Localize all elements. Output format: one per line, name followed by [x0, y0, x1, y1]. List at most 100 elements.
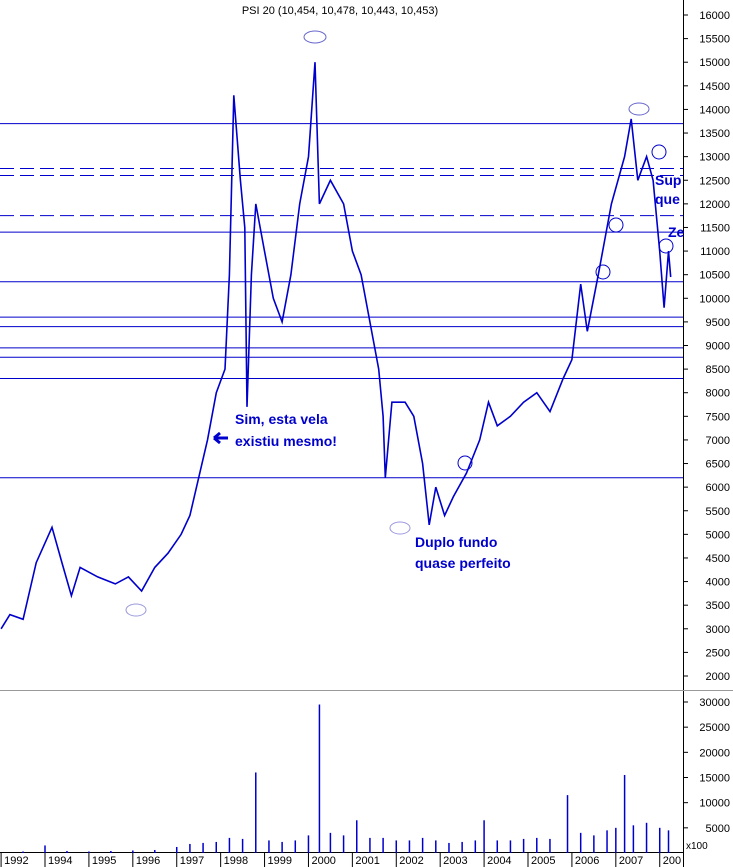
y-tick-label: 4500: [706, 553, 730, 565]
annotation: quase perfeito: [415, 555, 511, 571]
volume-bar: [281, 841, 283, 853]
y-tick-label: 3500: [706, 600, 730, 612]
x-tick-label: 200: [663, 855, 681, 867]
y-tick-label: 15500: [699, 34, 730, 46]
y-tick-label: 5000: [706, 529, 730, 541]
x-tick-label: 1992: [4, 855, 28, 867]
annotation: Sim, esta vela: [235, 411, 328, 427]
x-tick-label: 1999: [268, 855, 292, 867]
volume-bar: [509, 840, 512, 853]
y-tick-label: 16000: [699, 10, 730, 22]
volume-bar: [536, 837, 538, 853]
y-tick-label: 11500: [700, 222, 730, 234]
volume-bar: [255, 772, 257, 853]
volume-bar: [522, 838, 525, 853]
y-tick-label: 10000: [699, 798, 730, 810]
volume-bar: [593, 835, 595, 853]
y-tick-label: 2500: [706, 647, 730, 659]
x-tick-label: 2007: [619, 855, 643, 867]
annotation: Sup: [655, 172, 681, 188]
volume-bar: [342, 835, 345, 853]
volume-bar: [202, 842, 204, 853]
y-tick-label: 20000: [699, 747, 730, 759]
x-tick-label: 2002: [399, 855, 423, 867]
y-tick-label: 12500: [699, 175, 730, 187]
volume-bar: [318, 704, 321, 853]
y-tick-label: 8500: [706, 364, 730, 376]
y-tick-label: 10000: [699, 293, 730, 305]
volume-bar: [566, 795, 569, 853]
volume-bar: [474, 840, 477, 853]
x-tick-label: 1998: [224, 855, 248, 867]
price-line: [0, 62, 672, 630]
y-tick-label: 6000: [706, 482, 730, 494]
volume-bar: [408, 840, 411, 853]
volume-bar: [44, 845, 46, 853]
x-tick-label: 2001: [355, 855, 379, 867]
volume-bar: [615, 827, 617, 853]
x-tick-label: 2003: [443, 855, 467, 867]
y-tick-label: 30000: [699, 697, 730, 709]
y-tick-label: 25000: [699, 722, 730, 734]
chart-title: PSI 20 (10,454, 10,478, 10,443, 10,453): [242, 5, 438, 17]
volume-bar: [632, 825, 635, 853]
volume-bar: [329, 832, 332, 853]
volume-bar: [549, 838, 551, 853]
volume-bar: [435, 840, 437, 853]
y-tick-label: 15000: [699, 773, 730, 785]
y-tick-label: 9000: [706, 341, 730, 353]
y-tick-label: 11000: [700, 246, 730, 258]
y-tick-label: 5000: [706, 823, 730, 835]
x-tick-label: 2000: [311, 855, 335, 867]
annotation: que: [655, 191, 680, 207]
x-tick-label: 2006: [575, 855, 599, 867]
volume-bar: [268, 840, 270, 853]
y-tick-label: 8000: [706, 388, 730, 400]
y-tick-label: 9500: [706, 317, 730, 329]
volume-bar: [294, 840, 297, 853]
x-tick-label: 2004: [487, 855, 511, 867]
volume-bar: [110, 850, 112, 853]
volume-bar: [579, 832, 582, 853]
volume-bar: [307, 835, 310, 853]
volume-bar: [382, 837, 384, 853]
y-tick-label: 14000: [699, 104, 730, 116]
annotation: Ze: [668, 224, 685, 240]
volume-bar: [241, 838, 244, 853]
volume-bar: [395, 840, 398, 853]
y-tick-label: 2000: [706, 671, 730, 683]
y-tick-label: 13500: [699, 128, 730, 140]
volume-bar: [421, 837, 424, 853]
annotation: existiu mesmo!: [235, 433, 337, 449]
y-tick-label: 5500: [706, 506, 730, 518]
y-tick-label: 13000: [699, 152, 730, 164]
volume-bar: [175, 846, 178, 853]
y-tick-label: 7000: [706, 435, 730, 447]
x-tick-label: 1995: [92, 855, 116, 867]
arrow: [213, 431, 228, 445]
volume-bar: [496, 840, 499, 853]
y-tick-label: 7500: [706, 411, 730, 423]
y-tick-label: 10500: [699, 270, 730, 282]
volume-bar: [154, 849, 156, 853]
volume-bar: [461, 841, 463, 853]
volume-bar: [483, 820, 485, 853]
y-tick-label: 12000: [699, 199, 730, 211]
volume-bar: [356, 820, 358, 853]
volume-bar: [132, 850, 134, 853]
volume-bar: [658, 827, 661, 853]
volume-bar: [66, 850, 68, 853]
y-tick-label: 15000: [699, 57, 730, 69]
annotation: Duplo fundo: [415, 534, 497, 550]
volume-bar: [22, 851, 24, 853]
y-tick-label: 3000: [706, 624, 730, 636]
x-tick-label: 2005: [531, 855, 555, 867]
unit-label: x100: [686, 841, 708, 852]
volume-bar: [606, 830, 608, 853]
volume-bar: [189, 843, 191, 853]
x-tick-label: 1996: [136, 855, 160, 867]
volume-bar: [448, 842, 450, 853]
volume-bar: [88, 851, 90, 853]
